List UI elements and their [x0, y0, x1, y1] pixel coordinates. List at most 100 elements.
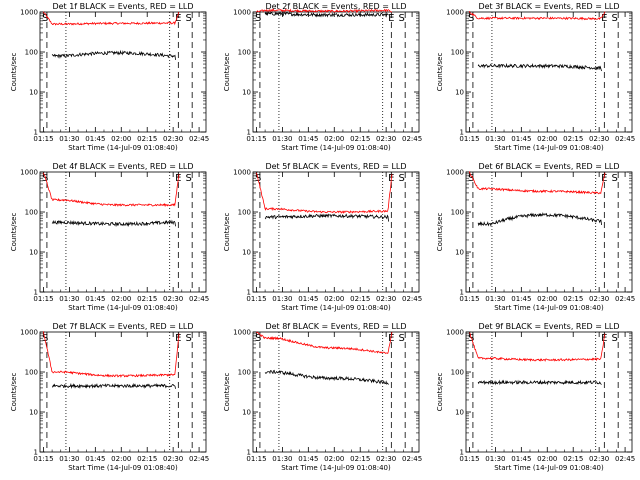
x-axis-label: Start Time (14-Jul-09 01:08:40): [281, 144, 391, 152]
x-tick-label: 01:30: [485, 455, 505, 463]
x-tick-label: 02:45: [189, 455, 209, 463]
x-tick-label: 01:15: [246, 295, 266, 303]
y-axis-label: Counts/sec: [436, 53, 444, 92]
x-tick-label: 01:15: [459, 455, 479, 463]
detector-panel-5: Det 5f BLACK = Events, RED = LLD 1 10 100 10…: [223, 162, 422, 312]
x-tick-label: 02:15: [563, 295, 583, 303]
panel-title: Det 8f BLACK = Events, RED = LLD: [265, 322, 406, 331]
y-tick-label: 1000: [446, 9, 464, 17]
detector-panel-1: Det 1f BLACK = Events, RED = LLD 1 10 100 10…: [10, 2, 209, 152]
y-tick-label: 1000: [20, 9, 38, 17]
y-tick-label: 1: [247, 289, 251, 297]
y-axis-label: Counts/sec: [436, 373, 444, 412]
interval-marker-s: S: [399, 173, 405, 184]
y-tick-label: 1000: [233, 9, 251, 17]
y-tick-label: 100: [25, 49, 38, 57]
y-tick-label: 10: [242, 249, 251, 257]
interval-marker-s: S: [612, 333, 618, 344]
panel-title: Det 4f BLACK = Events, RED = LLD: [52, 162, 193, 171]
x-tick-label: 02:30: [163, 295, 183, 303]
x-tick-label: 02:30: [163, 455, 183, 463]
x-tick-label: 01:30: [485, 295, 505, 303]
x-tick-label: 01:30: [59, 295, 79, 303]
events-series-line: [51, 49, 176, 60]
x-tick-label: 02:15: [350, 455, 370, 463]
lld-series-line: [469, 332, 606, 362]
interval-marker-s: S: [255, 333, 261, 344]
x-tick-label: 01:30: [59, 455, 79, 463]
y-tick-label: 1: [247, 449, 251, 457]
y-axis-label: Counts/sec: [10, 213, 18, 252]
x-tick-label: 01:15: [33, 295, 53, 303]
y-tick-label: 1: [34, 289, 38, 297]
detector-panel-7: Det 7f BLACK = Events, RED = LLD 1 10 100 10…: [10, 322, 209, 472]
x-axis-label: Start Time (14-Jul-09 01:08:40): [68, 144, 178, 152]
detector-panel-9: Det 9f BLACK = Events, RED = LLD 1 10 100 10…: [436, 322, 635, 472]
x-tick-label: 01:45: [298, 295, 318, 303]
detector-panel-2: Det 2f BLACK = Events, RED = LLD 1 10 100 10…: [223, 2, 422, 152]
x-tick-label: 02:30: [376, 135, 396, 143]
x-axis-label: Start Time (14-Jul-09 01:08:40): [68, 464, 178, 472]
interval-marker-e: E: [601, 13, 607, 24]
lld-series-line: [43, 11, 180, 26]
interval-marker-s: S: [399, 333, 405, 344]
x-tick-label: 02:15: [563, 455, 583, 463]
events-series-line: [264, 369, 389, 385]
panel-title: Det 7f BLACK = Events, RED = LLD: [52, 322, 193, 331]
x-tick-label: 02:15: [350, 295, 370, 303]
x-tick-label: 02:15: [137, 295, 157, 303]
x-tick-label: 01:30: [272, 295, 292, 303]
panel-title: Det 6f BLACK = Events, RED = LLD: [478, 162, 619, 171]
x-tick-label: 01:15: [246, 135, 266, 143]
x-tick-label: 02:00: [537, 295, 557, 303]
interval-marker-s: S: [468, 173, 474, 184]
interval-marker-s: S: [612, 173, 618, 184]
x-axis-label: Start Time (14-Jul-09 01:08:40): [281, 464, 391, 472]
x-tick-label: 01:45: [85, 295, 105, 303]
y-axis-label: Counts/sec: [223, 213, 231, 252]
x-tick-label: 01:30: [272, 455, 292, 463]
y-tick-label: 1: [460, 129, 464, 137]
events-series-line: [477, 379, 602, 386]
x-tick-label: 02:15: [350, 135, 370, 143]
interval-marker-s: S: [468, 13, 474, 24]
x-tick-label: 01:15: [246, 455, 266, 463]
panel-title: Det 9f BLACK = Events, RED = LLD: [478, 322, 619, 331]
interval-marker-s: S: [42, 173, 48, 184]
plot-frame: [39, 11, 207, 133]
x-tick-label: 02:00: [324, 455, 344, 463]
x-tick-label: 02:30: [589, 455, 609, 463]
plot-frame: [465, 171, 633, 293]
plot-frame: [465, 331, 633, 453]
plot-frame: [252, 331, 420, 453]
x-tick-label: 01:45: [511, 295, 531, 303]
x-tick-label: 02:00: [111, 455, 131, 463]
x-tick-label: 02:45: [402, 455, 422, 463]
x-tick-label: 01:45: [85, 135, 105, 143]
interval-marker-e: E: [388, 333, 394, 344]
x-tick-label: 02:00: [111, 135, 131, 143]
x-tick-label: 02:30: [163, 135, 183, 143]
x-tick-label: 02:00: [111, 295, 131, 303]
x-tick-label: 01:45: [298, 135, 318, 143]
panel-title: Det 5f BLACK = Events, RED = LLD: [265, 162, 406, 171]
y-tick-label: 100: [238, 369, 251, 377]
detector-panel-8: Det 8f BLACK = Events, RED = LLD 1 10 100 10…: [223, 322, 422, 472]
detector-panel-6: Det 6f BLACK = Events, RED = LLD 1 10 100 10…: [436, 162, 635, 312]
lld-series-line: [43, 172, 180, 208]
y-tick-label: 100: [451, 209, 464, 217]
x-tick-label: 02:30: [376, 455, 396, 463]
y-tick-label: 1: [247, 129, 251, 137]
x-tick-label: 01:45: [298, 455, 318, 463]
x-tick-label: 02:00: [537, 455, 557, 463]
x-tick-label: 02:45: [189, 135, 209, 143]
panel-title: Det 2f BLACK = Events, RED = LLD: [265, 2, 406, 11]
x-tick-label: 02:00: [324, 135, 344, 143]
x-tick-label: 01:45: [85, 455, 105, 463]
y-axis-label: Counts/sec: [10, 53, 18, 92]
y-tick-label: 10: [455, 409, 464, 417]
x-tick-label: 01:30: [485, 135, 505, 143]
events-series-line: [51, 382, 176, 390]
y-tick-label: 1: [34, 449, 38, 457]
